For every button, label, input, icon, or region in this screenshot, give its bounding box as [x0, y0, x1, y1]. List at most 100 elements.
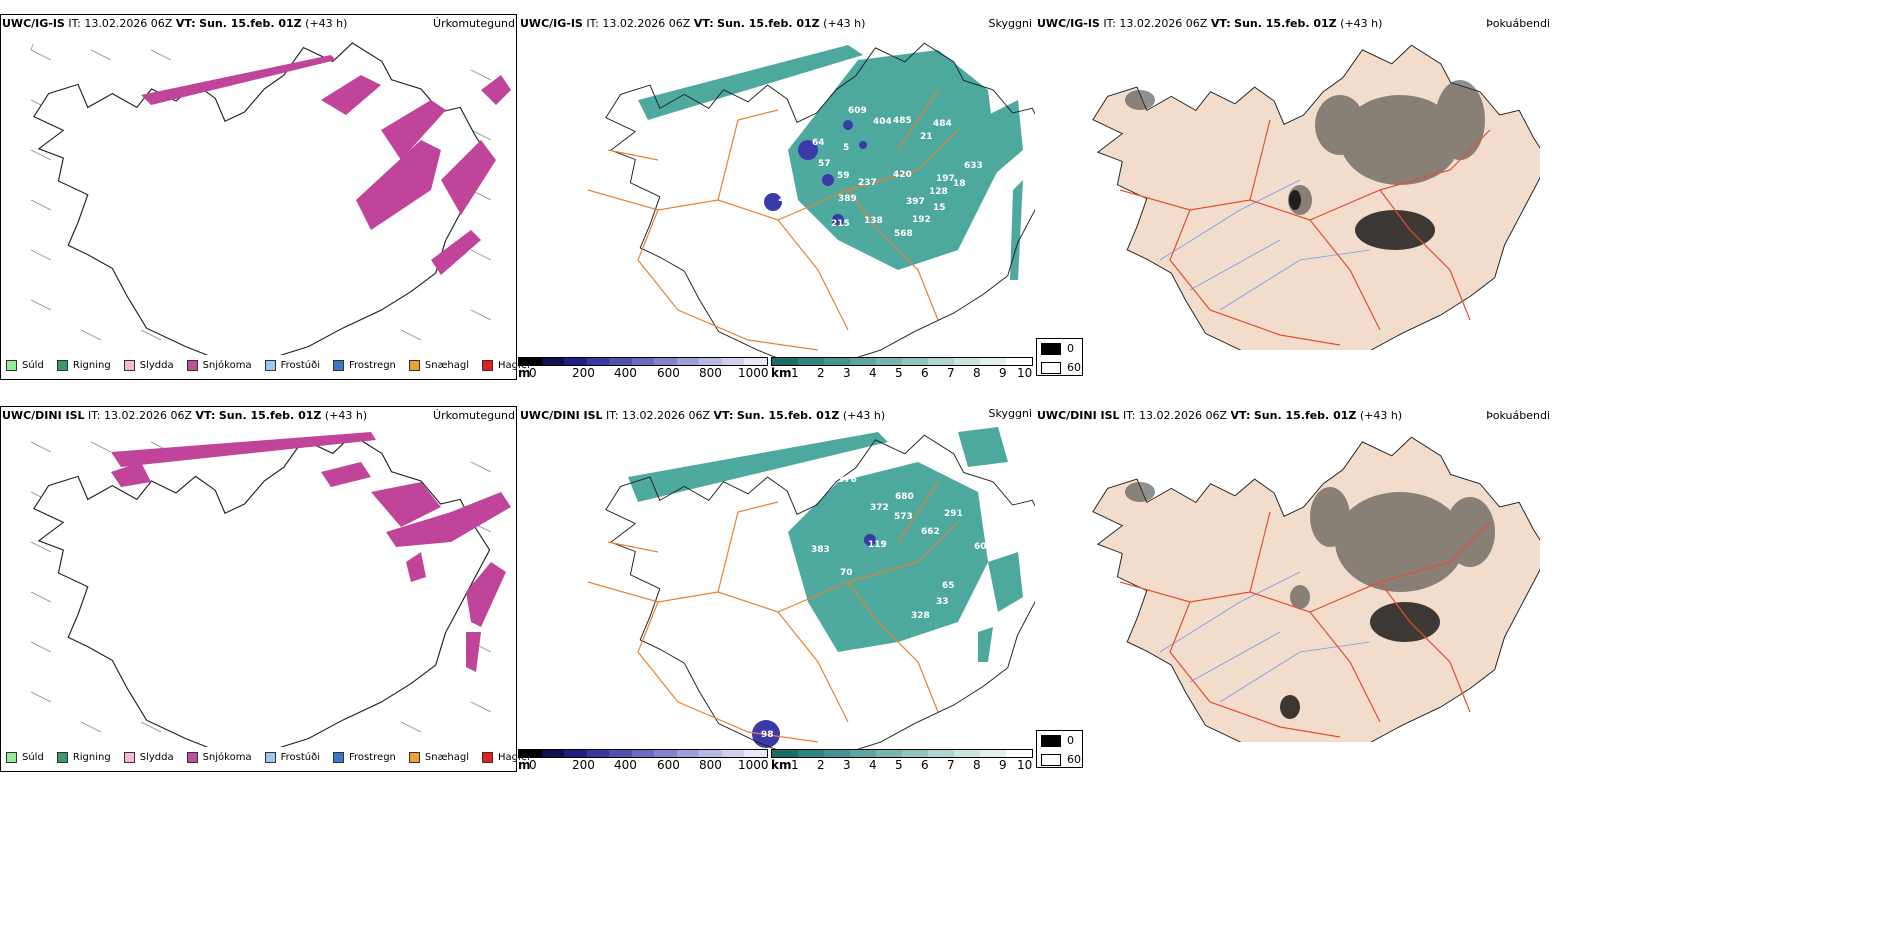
precip-header: UWC/IG-IS IT: 13.02.2026 06Z VT: Sun. 15…	[2, 17, 348, 30]
legend-item: Frostúði	[264, 360, 320, 371]
height-colorbar: m 0 200 400 600 800 1000	[518, 357, 769, 380]
fog-dark	[1289, 190, 1435, 250]
precip-panel-frame	[0, 406, 517, 772]
cloud-label: 197	[936, 174, 955, 184]
cloud-label: 192	[912, 215, 931, 225]
cloud-title: Skyggni	[988, 407, 1032, 420]
legend-item: Frostúði	[264, 752, 320, 763]
cloud-label: 328	[911, 611, 930, 621]
fog-rivers	[1159, 179, 1371, 311]
cloud-label: 2	[773, 121, 779, 131]
precip-legend: Súld Rigning Slydda Snjókoma Frostúði Fr…	[6, 752, 543, 763]
legend-item: Haglél	[482, 360, 530, 371]
cloud-label: 608	[974, 542, 993, 552]
model-name: UWC/DINI ISL	[2, 409, 85, 422]
fog-rivers	[1159, 571, 1371, 703]
cloud-label: 376	[838, 475, 857, 485]
init-time: 13.02.2026 06Z	[84, 17, 173, 30]
cloud-label: 372	[870, 503, 889, 513]
lead-time: (+43 h)	[324, 409, 368, 422]
cloud-label: 485	[893, 116, 912, 126]
wind-barbs	[30, 43, 492, 341]
cloud-label: 397	[906, 197, 925, 207]
snow-areas	[141, 55, 511, 275]
precip-map	[30, 432, 511, 747]
cloud-label: 98	[761, 730, 774, 740]
cloud-label: 18	[953, 179, 966, 189]
cloud-label: 64	[812, 138, 825, 148]
precip-panel-frame	[0, 14, 517, 380]
legend-item: Slydda	[123, 360, 174, 371]
legend-item: Frostregn	[333, 752, 396, 763]
cloud-label: 21	[920, 132, 933, 142]
cloud-header: UWC/DINI ISL IT: 13.02.2026 06Z VT: Sun.…	[520, 409, 886, 422]
cloud-label: 57	[818, 159, 831, 169]
visibility-colorbar-cells	[771, 357, 1033, 366]
cloud-map: 609 485 484 21 633 64 57 59 237 420 197 …	[587, 42, 1035, 360]
valid-time: Sun. 15.feb. 01Z	[199, 17, 302, 30]
legend-item: Súld	[6, 752, 44, 763]
roads	[587, 89, 959, 351]
cloud-value-labels: 376 680 372 573 291 662 608 383 119 70 6…	[761, 475, 993, 740]
cloud-label: 484	[933, 119, 952, 129]
cloud-label: 383	[811, 545, 830, 555]
legend-item: Slydda	[123, 752, 174, 763]
cloud-label: 202	[778, 194, 797, 204]
cloud-label: 573	[894, 512, 913, 522]
height-colorbar-cells	[518, 749, 768, 758]
fog-map	[1092, 44, 1540, 350]
legend-item: Snjókoma	[186, 360, 252, 371]
fog-map	[1092, 436, 1540, 742]
fog-header: UWC/DINI ISL IT: 13.02.2026 06Z VT: Sun.…	[1037, 409, 1403, 422]
roads	[587, 481, 959, 743]
cloud-label: 128	[929, 187, 948, 197]
cloud-label: 33	[936, 597, 949, 607]
visibility-colorbar: km 1 2 3 4 5 6 7 8 9 10	[771, 749, 1033, 772]
cloud-title: Skyggni	[988, 17, 1032, 30]
height-colorbar: m 0 200 400 600 800 1000	[518, 749, 769, 772]
fog-roads	[1119, 511, 1491, 738]
visibility-colorbar-cells	[771, 749, 1033, 758]
cloud-value-labels: 609 485 484 21 633 64 57 59 237 420 197 …	[773, 106, 983, 239]
cloud-label: 65	[942, 581, 955, 591]
fog-scale: 0 60	[1036, 730, 1083, 768]
lead-time: (+43 h)	[305, 17, 348, 30]
low-cloud-areas	[628, 427, 1023, 662]
cloud-label: 389	[838, 194, 857, 204]
init-time: 13.02.2026 06Z	[104, 409, 193, 422]
legend-item: Súld	[6, 360, 44, 371]
fog-header: UWC/IG-IS IT: 13.02.2026 06Z VT: Sun. 15…	[1037, 17, 1383, 30]
precip-title: Úrkomutegund	[433, 409, 515, 422]
cloud-label: 609	[848, 106, 867, 116]
cloud-label: 633	[964, 161, 983, 171]
cloud-header: UWC/IG-IS IT: 13.02.2026 06Z VT: Sun. 15…	[520, 17, 866, 30]
visibility-colorbar: km 1 2 3 4 5 6 7 8 9 10	[771, 357, 1033, 380]
cloud-label: 420	[893, 170, 912, 180]
fog-title: Þokuábendi	[1486, 409, 1550, 422]
cloud-label: 215	[831, 219, 850, 229]
precip-title: Úrkomutegund	[433, 17, 515, 30]
fog-title: Þokuábendi	[1486, 17, 1550, 30]
cloud-label: 138	[864, 216, 883, 226]
cloud-label: 404	[873, 117, 892, 127]
cloud-label: 119	[868, 540, 887, 550]
model-name: UWC/IG-IS	[2, 17, 65, 30]
cloud-label: 680	[895, 492, 914, 502]
precip-legend: Súld Rigning Slydda Snjókoma Frostúði Fr…	[6, 360, 543, 371]
height-colorbar-cells	[518, 357, 768, 366]
valid-time: Sun. 15.feb. 01Z	[218, 409, 322, 422]
legend-item: Frostregn	[333, 360, 396, 371]
cloud-label: 291	[944, 509, 963, 519]
cloud-label: 237	[858, 178, 877, 188]
precip-header: UWC/DINI ISL IT: 13.02.2026 06Z VT: Sun.…	[2, 409, 368, 422]
fog-scale: 0 60	[1036, 338, 1083, 376]
legend-item: Haglél	[482, 752, 530, 763]
legend-item: Rigning	[56, 360, 111, 371]
snow-areas	[111, 432, 511, 672]
cloud-map: 376 680 372 573 291 662 608 383 119 70 6…	[587, 427, 1035, 752]
legend-item: Snjókoma	[186, 752, 252, 763]
cloud-label: 59	[837, 171, 850, 181]
fog-dark	[1280, 602, 1440, 719]
cloud-label: 15	[933, 203, 946, 213]
legend-item: Rigning	[56, 752, 111, 763]
